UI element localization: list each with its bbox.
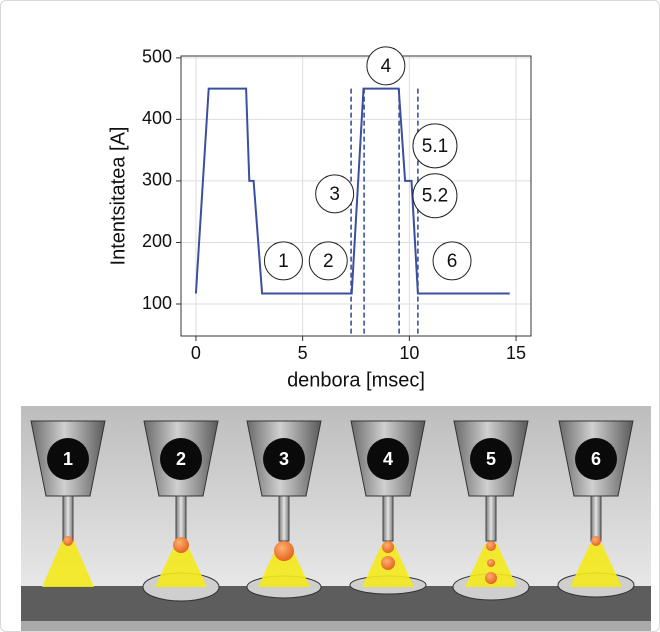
y-axis-label: Intentsitatea [A] — [107, 127, 129, 266]
y-tick-label: 500 — [142, 47, 172, 67]
chart: denbora [msec] Intentsitatea [A] 0510151… — [1, 1, 659, 631]
y-tick-label: 400 — [142, 108, 172, 128]
droplet — [382, 541, 394, 553]
droplet — [486, 541, 496, 551]
x-tick-label: 5 — [298, 343, 308, 363]
droplet — [63, 536, 73, 546]
electrode — [591, 496, 601, 541]
electrode — [63, 496, 73, 541]
x-tick-label: 0 — [191, 343, 201, 363]
step-number: 1 — [63, 449, 73, 469]
x-axis-label: denbora [msec] — [287, 369, 425, 391]
x-tick-label: 15 — [506, 343, 526, 363]
electrode — [486, 496, 496, 541]
droplet — [487, 559, 495, 567]
step-number: 6 — [591, 449, 601, 469]
annotation-label: 2 — [323, 251, 334, 272]
annotation-label: 4 — [381, 56, 392, 77]
annotation-label: 1 — [278, 251, 289, 272]
droplet — [485, 572, 497, 584]
droplet — [274, 541, 294, 561]
page: denbora [msec] Intentsitatea [A] 0510151… — [0, 0, 660, 632]
annotation-label: 5.2 — [422, 186, 448, 207]
step-number: 4 — [383, 449, 393, 469]
droplet — [173, 537, 189, 553]
electrode — [279, 496, 289, 541]
x-tick-label: 10 — [399, 343, 419, 363]
annotation-label: 3 — [329, 184, 340, 205]
step-number: 5 — [486, 449, 496, 469]
annotation-label: 6 — [447, 251, 458, 272]
y-tick-label: 200 — [142, 231, 172, 251]
y-tick-label: 300 — [142, 170, 172, 190]
electrode — [176, 496, 186, 541]
electrode — [383, 496, 393, 541]
workpiece-edge — [21, 621, 651, 631]
step-number: 2 — [176, 449, 186, 469]
droplet — [591, 536, 601, 546]
y-tick-label: 100 — [142, 293, 172, 313]
droplet — [381, 556, 395, 570]
step-number: 3 — [279, 449, 289, 469]
workpiece — [21, 586, 651, 621]
annotation-label: 5.1 — [422, 136, 448, 157]
